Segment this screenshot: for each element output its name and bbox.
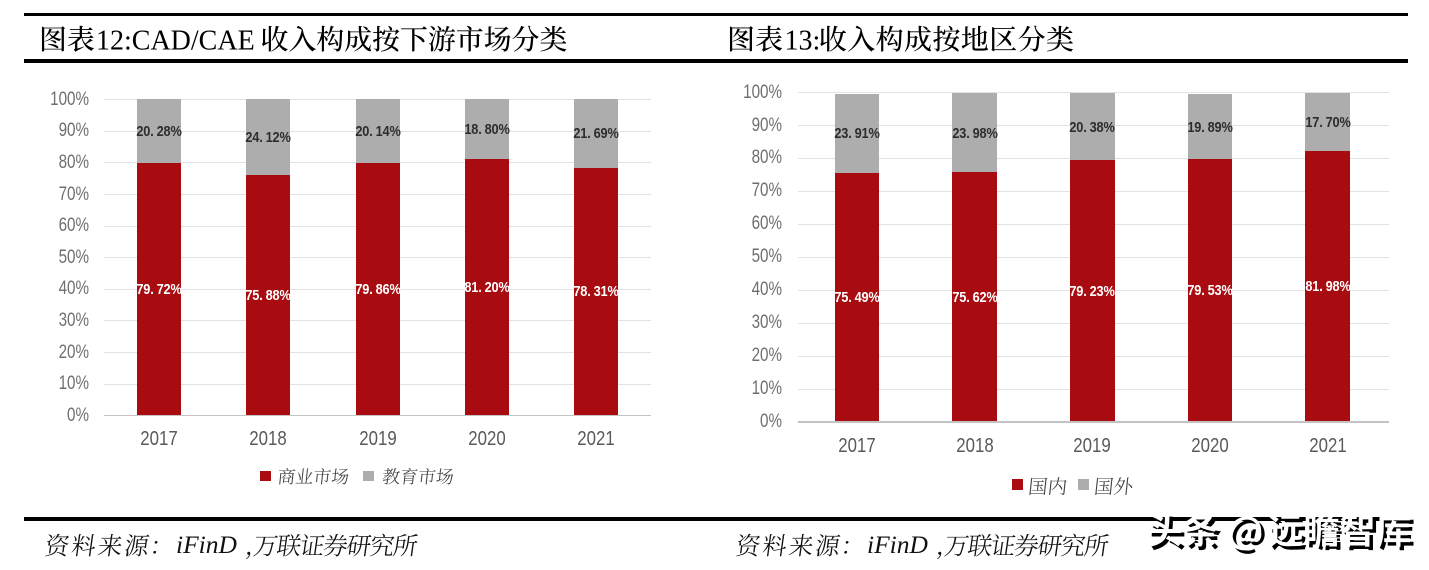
svg-text:12:CAD/CAE: 12:CAD/CAE <box>96 25 255 56</box>
svg-text:13:: 13: <box>785 25 821 56</box>
svg-text:iFinD: iFinD <box>176 530 237 559</box>
svg-text:iFinD: iFinD <box>867 530 928 559</box>
